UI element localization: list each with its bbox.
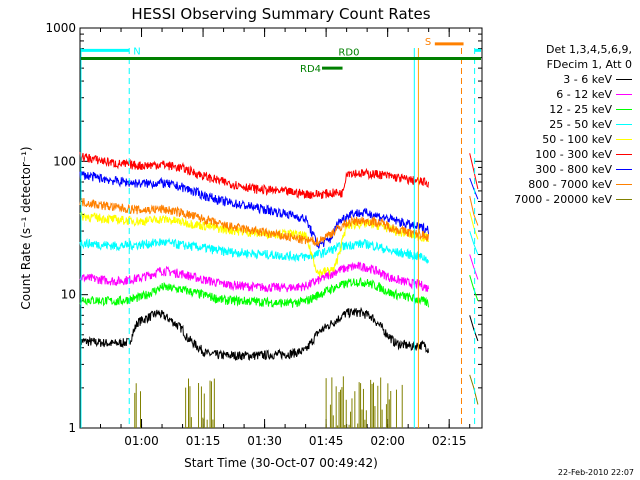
y-axis-label: Count Rate (s⁻¹ detector⁻¹) xyxy=(19,146,33,309)
series-line xyxy=(79,261,429,293)
legend-swatch xyxy=(616,94,632,95)
series-line xyxy=(79,197,429,247)
x-tick-label: 01:45 xyxy=(309,434,344,448)
legend-entry-label: 7000 - 20000 keV xyxy=(514,193,612,206)
legend-header-line-1: Det 1,3,4,5,6,9, xyxy=(545,43,632,56)
x-tick-label: 01:30 xyxy=(247,434,282,448)
legend-swatch xyxy=(616,184,632,185)
plot-frame xyxy=(79,27,483,429)
legend-entry: 7000 - 20000 keV xyxy=(488,192,634,207)
legend-entries: 3 - 6 keV 6 - 12 keV 12 - 25 keV 25 - 50 ke… xyxy=(488,72,634,207)
legend-entry-label: 300 - 800 keV xyxy=(535,163,612,176)
legend-entry: 12 - 25 keV xyxy=(488,102,634,117)
series-line xyxy=(79,277,429,308)
legend-swatch xyxy=(616,169,632,170)
saa-flag-label: S xyxy=(425,37,431,48)
series-line xyxy=(79,171,429,249)
legend-entry: 800 - 7000 keV xyxy=(488,177,634,192)
legend-entry-label: 6 - 12 keV xyxy=(556,88,612,101)
y-tick-label: 100 xyxy=(53,154,76,168)
post-gap-line xyxy=(469,153,479,190)
legend-entry: 25 - 50 keV xyxy=(488,117,634,132)
post-gap-line xyxy=(469,254,479,280)
post-gap-line xyxy=(469,177,479,200)
legend-swatch xyxy=(616,124,632,125)
post-gap-line xyxy=(469,211,479,240)
legend-swatch xyxy=(616,79,632,80)
legend-entry-label: 100 - 300 keV xyxy=(535,148,612,161)
y-tick-label: 1 xyxy=(68,421,76,435)
chart-title: HESSI Observing Summary Count Rates xyxy=(131,5,430,23)
legend-swatch xyxy=(616,154,632,155)
x-tick-label: 01:15 xyxy=(186,434,221,448)
legend-swatch xyxy=(616,199,632,200)
rd4-flag-label: RD4 xyxy=(300,64,321,75)
legend-entry-label: 3 - 6 keV xyxy=(563,73,612,86)
legend-entry: 3 - 6 keV xyxy=(488,72,634,87)
post-gap-line xyxy=(469,230,479,255)
x-tick-label: 01:00 xyxy=(124,434,159,448)
post-gap-line xyxy=(469,195,479,226)
legend-swatch xyxy=(616,139,632,140)
post-gap-line xyxy=(469,275,479,301)
y-tick-label: 1000 xyxy=(45,21,76,35)
rd0-flag-label: RD0 xyxy=(338,48,359,59)
legend-entry: 50 - 100 keV xyxy=(488,132,634,147)
series-line xyxy=(79,237,429,265)
legend-entry-label: 800 - 7000 keV xyxy=(528,178,612,191)
legend-entry-label: 12 - 25 keV xyxy=(549,103,612,116)
timestamp: 22-Feb-2010 22:07 xyxy=(557,468,634,477)
x-tick-label: 02:15 xyxy=(432,434,467,448)
night-flag-label: N xyxy=(133,46,140,57)
post-gap-line xyxy=(469,374,479,405)
legend-swatch xyxy=(616,109,632,110)
legend: Det 1,3,4,5,6,9, FDecim 1, Att 0 3 - 6 k… xyxy=(488,42,634,207)
y-tick-label: 10 xyxy=(61,288,76,302)
legend-entry-label: 50 - 100 keV xyxy=(542,133,612,146)
series-line xyxy=(79,306,429,361)
x-axis-label: Start Time (30-Oct-07 00:49:42) xyxy=(184,456,378,470)
legend-entry-label: 25 - 50 keV xyxy=(549,118,612,131)
legend-entry: 6 - 12 keV xyxy=(488,87,634,102)
series-line xyxy=(79,152,429,200)
legend-entry: 100 - 300 keV xyxy=(488,147,634,162)
legend-entry: 300 - 800 keV xyxy=(488,162,634,177)
post-gap-line xyxy=(469,315,479,342)
plot-area: 1 10 100 1000 01:00 01:15 01:30 01:45 02:00 02:15… xyxy=(45,21,483,448)
legend-header-line-2: FDecim 1, Att 0 xyxy=(546,58,632,71)
x-tick-label: 02:00 xyxy=(370,434,405,448)
